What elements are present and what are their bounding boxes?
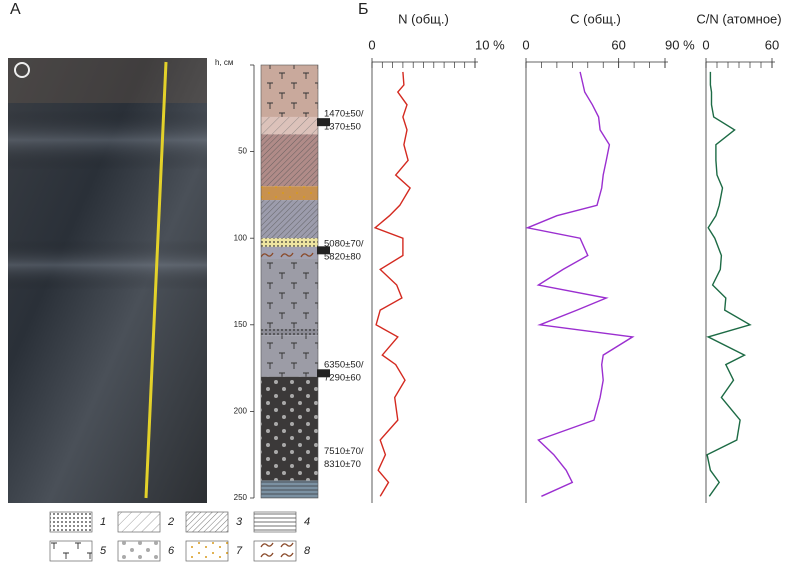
- y-tick-label: 50: [238, 147, 247, 156]
- legend-label: 5: [100, 545, 107, 557]
- x-tick-label: 0: [702, 37, 709, 52]
- x-tick-label: 60: [765, 37, 779, 52]
- layer-pattern: [261, 335, 318, 377]
- layer-pattern: [261, 134, 318, 187]
- x-tick-label: 0: [368, 37, 375, 52]
- profile-line: [525, 71, 635, 497]
- legend-pattern: [254, 541, 296, 561]
- legend-pattern: [186, 512, 228, 532]
- legend-label: 3: [236, 516, 243, 528]
- photo: [8, 58, 207, 503]
- legend-label: 6: [168, 545, 175, 557]
- layer-pattern: [261, 65, 318, 117]
- layer-pattern: [261, 186, 318, 201]
- layer-pattern: [261, 200, 318, 239]
- panel-label: Б: [358, 1, 369, 18]
- chart-title: C (общ.): [570, 11, 621, 26]
- profile-line: [373, 71, 411, 497]
- layer-pattern: [261, 480, 318, 498]
- legend-pattern: [50, 512, 92, 532]
- y-tick-label: 250: [234, 493, 248, 502]
- x-tick-label: 90 %: [665, 37, 695, 52]
- legend-pattern: [186, 541, 228, 561]
- legend-label: 4: [304, 516, 310, 528]
- legend-pattern: [118, 541, 160, 561]
- y-tick-label: 200: [234, 407, 248, 416]
- legend-pattern: [254, 512, 296, 532]
- panel-label: А: [10, 1, 21, 18]
- date-label: 7290±60: [324, 373, 361, 384]
- legend-pattern: [50, 541, 92, 561]
- layer-pattern: [261, 258, 318, 329]
- x-tick-label: 10 %: [475, 37, 505, 52]
- column-border: [260, 64, 319, 499]
- x-tick-label: 60: [611, 37, 625, 52]
- date-label: 1370±50: [324, 121, 361, 132]
- chart-title: N (общ.): [398, 11, 449, 26]
- profiles: N (общ.) 0 10 % C (общ.) 0 60 90 %C/N (атомное…: [368, 11, 782, 503]
- legend-label: 1: [100, 516, 106, 528]
- date-label: 7510±70/: [324, 446, 364, 457]
- legend-pattern: [118, 512, 160, 532]
- profile-line: [706, 71, 752, 497]
- sample-marker: [317, 118, 330, 127]
- legend-label: 2: [167, 516, 174, 528]
- layer-pattern: [261, 246, 318, 259]
- date-label: 5820±80: [324, 251, 361, 262]
- layer-pattern: [261, 116, 318, 135]
- date-label: 5080±70/: [324, 238, 364, 249]
- x-tick-label: 0: [522, 37, 529, 52]
- layer-pattern: [261, 376, 318, 481]
- axis-label: h, см: [215, 58, 233, 67]
- layer-pattern: [261, 238, 318, 247]
- stratigraphic-column: h, см 50 100 150 200 250 1470±50/1370±50 5080±…: [215, 58, 364, 502]
- date-label: 1470±50/: [324, 108, 364, 119]
- chart-title: C/N (атомное): [696, 11, 781, 26]
- sample-marker: [317, 246, 330, 255]
- legend: 1 2 3 4 5 6 7 8: [49, 511, 311, 562]
- legend-label: 8: [304, 545, 311, 557]
- date-label: 6350±50/: [324, 360, 364, 371]
- sample-marker: [317, 369, 330, 378]
- date-label: 8310±70: [324, 459, 361, 470]
- y-tick-label: 100: [234, 233, 248, 242]
- legend-label: 7: [236, 545, 243, 557]
- y-tick-label: 150: [234, 320, 248, 329]
- layer-pattern: [261, 328, 318, 336]
